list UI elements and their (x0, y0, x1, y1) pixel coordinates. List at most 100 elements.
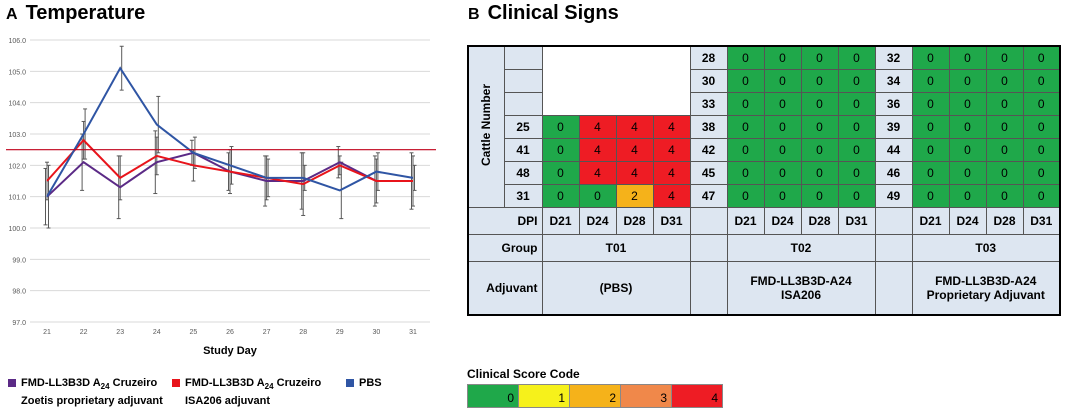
y-tick-label: 98.0 (12, 289, 26, 296)
legend-label: FMD-LL3B3D A24 Cruzeiro ISA206 adjuvant (185, 377, 322, 408)
x-tick-label: 27 (263, 329, 271, 336)
score-code-swatch: 0 (468, 385, 519, 407)
score-cell: 0 (1022, 161, 1061, 185)
y-tick-label: 105.0 (8, 69, 26, 76)
spacer-cell (874, 261, 913, 316)
score-cell: 0 (726, 69, 765, 93)
adjuvant-line1: FMD-LL3B3D-A24 (750, 274, 852, 288)
cattle-number-label: Cattle Number (467, 45, 505, 208)
score-cell: 0 (948, 161, 987, 185)
score-cell: 0 (1022, 69, 1061, 93)
cattle-id-t02: 47 (689, 184, 728, 208)
score-cell: 0 (763, 69, 802, 93)
score-cell: 0 (1022, 115, 1061, 139)
adjuvant-line2: Proprietary Adjuvant (926, 288, 1045, 302)
legend-item-pbs: PBS (346, 376, 382, 390)
score-cell: 4 (578, 138, 617, 162)
x-tick-label: 29 (336, 329, 344, 336)
x-tick-label: 25 (190, 329, 198, 336)
y-tick-label: 97.0 (12, 320, 26, 327)
spacer-cell (689, 261, 728, 316)
panel-a-letter: A (6, 6, 18, 23)
y-tick-label: 102.0 (8, 163, 26, 170)
clinical-signs-table: Cattle Number 28 0 0 0 0 32 0 0 0 0 30 0 0 0 0 34 0 0 0 0 33 0… (467, 45, 1061, 316)
score-code-label: 3 (660, 391, 667, 405)
score-cell: 0 (1022, 92, 1061, 116)
y-tick-label: 100.0 (8, 226, 26, 233)
score-cell: 0 (837, 92, 876, 116)
score-cell: 0 (800, 92, 839, 116)
cattle-id-t03: 49 (874, 184, 913, 208)
cattle-id-t02: 28 (689, 45, 728, 70)
score-cell: 0 (837, 184, 876, 208)
x-tick-label: 21 (43, 329, 51, 336)
score-cell: 0 (837, 115, 876, 139)
score-cell: 0 (578, 184, 617, 208)
score-cell: 4 (578, 161, 617, 185)
series-line-2 (46, 66, 414, 198)
table-row: 30 0 0 0 0 34 0 0 0 0 (468, 69, 1061, 93)
group-name: T01 (541, 234, 691, 262)
score-code-label: 1 (558, 391, 565, 405)
score-cell: 0 (726, 161, 765, 185)
group-label: Group (467, 234, 543, 262)
dpi-label: DPI (467, 207, 543, 235)
score-code-legend: 0 1 2 3 4 (467, 384, 723, 408)
group-name: T02 (726, 234, 876, 262)
score-cell: 0 (985, 45, 1024, 70)
cattle-id-t01: 48 (503, 161, 543, 185)
dpi-day: D21 (911, 207, 950, 235)
score-cell: 0 (800, 115, 839, 139)
spacer-cell (874, 207, 913, 235)
adjuvant-row: Adjuvant (PBS) FMD-LL3B3D-A24 ISA206 FMD-LL3… (467, 261, 1061, 316)
score-cell: 0 (800, 45, 839, 70)
y-tick-label: 103.0 (8, 132, 26, 139)
y-tick-label: 104.0 (8, 101, 26, 108)
score-cell: 4 (652, 161, 691, 185)
dpi-day: D28 (800, 207, 839, 235)
cattle-id-t03: 34 (874, 69, 913, 93)
cattle-id-t03: 44 (874, 138, 913, 162)
spacer-cell (689, 207, 728, 235)
blank-area (541, 45, 691, 116)
cattle-id-t02: 33 (689, 92, 728, 116)
table-row: 41 0 4 4 4 42 0 0 0 0 44 0 0 0 0 (468, 138, 1061, 162)
panel-b-letter: B (468, 6, 480, 23)
x-tick-label: 24 (153, 329, 161, 336)
score-cell: 0 (1022, 138, 1061, 162)
panel-b-title: B Clinical Signs (468, 2, 619, 25)
spacer-cell (874, 234, 913, 262)
adjuvant-label: Adjuvant (467, 261, 543, 316)
score-cell: 4 (652, 138, 691, 162)
legend-swatch (346, 379, 354, 387)
adjuvant-line1: (PBS) (599, 281, 633, 295)
cattle-id-t02: 42 (689, 138, 728, 162)
score-cell: 0 (763, 115, 802, 139)
score-cell: 0 (911, 92, 950, 116)
legend-item-isa206: FMD-LL3B3D A24 Cruzeiro ISA206 adjuvant (172, 376, 321, 408)
score-code-swatch: 3 (621, 385, 672, 407)
score-cell: 0 (763, 161, 802, 185)
score-cell: 0 (948, 138, 987, 162)
dpi-day: D31 (837, 207, 876, 235)
dpi-day: D28 (615, 207, 654, 235)
score-cell: 0 (541, 138, 580, 162)
x-tick-label: 30 (373, 329, 381, 336)
spacer-cell (689, 234, 728, 262)
score-code-swatch: 4 (672, 385, 722, 407)
cattle-id-t01: 25 (503, 115, 543, 139)
score-cell: 0 (837, 69, 876, 93)
adjuvant-line2: ISA206 (780, 288, 822, 302)
x-tick-label: 31 (409, 329, 417, 336)
y-tick-label: 99.0 (12, 257, 26, 264)
cattle-id-t01: 41 (503, 138, 543, 162)
dpi-day: D31 (652, 207, 691, 235)
series-line-1 (46, 138, 413, 186)
score-cell: 0 (726, 184, 765, 208)
score-code-swatch: 1 (519, 385, 570, 407)
score-cell: 0 (911, 184, 950, 208)
score-cell: 0 (948, 69, 987, 93)
cattle-id-t01 (503, 69, 543, 93)
score-cell: 0 (763, 92, 802, 116)
legend-label: PBS (359, 377, 382, 389)
